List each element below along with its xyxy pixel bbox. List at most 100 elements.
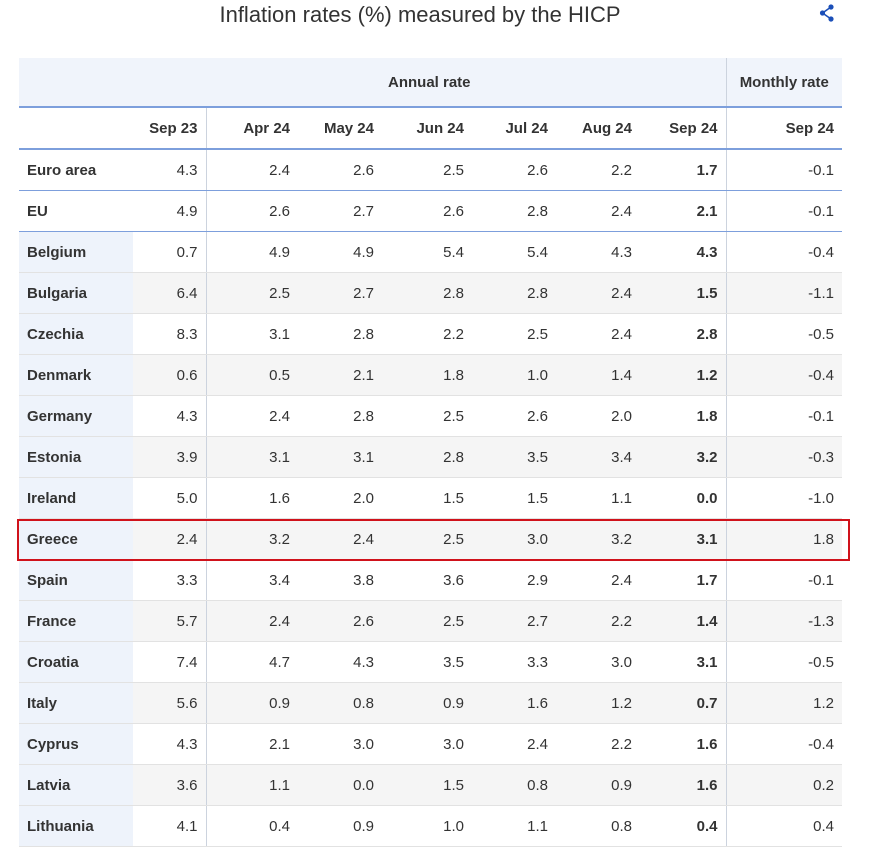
- cell: 1.8: [726, 518, 843, 560]
- cell: 4.9: [133, 190, 207, 232]
- cell: 1.0: [382, 805, 472, 847]
- row-label: France: [19, 600, 133, 642]
- cell: 1.2: [726, 682, 843, 724]
- cell: 1.0: [472, 354, 556, 396]
- cell: 3.8: [298, 559, 382, 601]
- row-label: Euro area: [19, 149, 133, 191]
- cell: 0.4: [640, 805, 727, 847]
- table-row: Denmark 0.6 0.5 2.1 1.8 1.0 1.4 1.2 -0.4: [19, 354, 843, 396]
- cell: 0.7: [640, 682, 727, 724]
- column-header: Aug 24: [556, 107, 640, 150]
- cell: 0.9: [382, 682, 472, 724]
- table-row: Bulgaria 6.4 2.5 2.7 2.8 2.8 2.4 1.5 -1.1: [19, 272, 843, 314]
- cell: 2.4: [556, 272, 640, 314]
- cell: 2.6: [472, 149, 556, 191]
- cell: 2.6: [206, 190, 298, 232]
- cell: 3.1: [206, 436, 298, 478]
- cell: 5.4: [382, 231, 472, 273]
- cell: -0.1: [726, 190, 843, 232]
- cell: 0.2: [726, 764, 843, 806]
- cell: 2.8: [472, 272, 556, 314]
- cell: 3.2: [640, 436, 727, 478]
- row-label: Cyprus: [19, 723, 133, 765]
- cell: 1.6: [640, 764, 727, 806]
- cell: 4.9: [206, 231, 298, 273]
- table-row: Ireland 5.0 1.6 2.0 1.5 1.5 1.1 0.0 -1.0: [19, 477, 843, 519]
- table-row: Czechia 8.3 3.1 2.8 2.2 2.5 2.4 2.8 -0.5: [19, 313, 843, 355]
- cell: 2.4: [556, 559, 640, 601]
- cell: 2.6: [382, 190, 472, 232]
- cell: 2.1: [206, 723, 298, 765]
- column-header-row: Sep 23 Apr 24 May 24 Jun 24 Jul 24 Aug 24 Sep …: [19, 107, 843, 150]
- cell: 2.4: [556, 313, 640, 355]
- cell: 1.1: [556, 477, 640, 519]
- cell: 1.6: [472, 682, 556, 724]
- cell: 2.9: [472, 559, 556, 601]
- cell: 4.7: [206, 641, 298, 683]
- cell: 3.0: [382, 723, 472, 765]
- cell: -0.5: [726, 313, 843, 355]
- row-label: EU: [19, 190, 133, 232]
- row-label: Greece: [19, 518, 133, 560]
- cell: 2.8: [382, 272, 472, 314]
- cell: -0.1: [726, 149, 843, 191]
- table-row: Euro area 4.3 2.4 2.6 2.5 2.6 2.2 1.7 -0.1: [19, 149, 843, 191]
- cell: 3.3: [133, 559, 207, 601]
- cell: 1.5: [640, 272, 727, 314]
- cell: -0.1: [726, 559, 843, 601]
- cell: 1.5: [382, 477, 472, 519]
- cell: 2.6: [298, 149, 382, 191]
- share-icon[interactable]: [819, 4, 835, 22]
- cell: 3.3: [472, 641, 556, 683]
- cell: 3.4: [206, 559, 298, 601]
- cell: 1.7: [640, 149, 727, 191]
- cell: 2.0: [298, 477, 382, 519]
- cell: 1.8: [640, 395, 727, 437]
- cell: 2.2: [556, 600, 640, 642]
- cell: 4.3: [556, 231, 640, 273]
- cell: 2.2: [556, 723, 640, 765]
- cell: 2.5: [206, 272, 298, 314]
- cell: 2.2: [382, 313, 472, 355]
- cell: 3.0: [556, 641, 640, 683]
- cell: 5.4: [472, 231, 556, 273]
- column-header: Sep 24: [640, 107, 727, 150]
- cell: 2.5: [382, 518, 472, 560]
- column-header: May 24: [298, 107, 382, 150]
- cell: 4.3: [298, 641, 382, 683]
- cell: 5.7: [133, 600, 207, 642]
- cell: -0.4: [726, 354, 843, 396]
- row-label: Germany: [19, 395, 133, 437]
- cell: 2.4: [472, 723, 556, 765]
- cell: -0.1: [726, 395, 843, 437]
- cell: 3.2: [556, 518, 640, 560]
- row-label: Denmark: [19, 354, 133, 396]
- cell: 8.3: [133, 313, 207, 355]
- cell: -0.4: [726, 231, 843, 273]
- cell: 1.4: [640, 600, 727, 642]
- cell: 3.0: [298, 723, 382, 765]
- cell: 2.7: [298, 190, 382, 232]
- table-row: Latvia 3.6 1.1 0.0 1.5 0.8 0.9 1.6 0.2: [19, 764, 843, 806]
- cell: 7.4: [133, 641, 207, 683]
- cell: 6.4: [133, 272, 207, 314]
- cell: 0.4: [206, 805, 298, 847]
- row-label: Belgium: [19, 231, 133, 273]
- cell: 0.9: [556, 764, 640, 806]
- cell: 0.7: [133, 231, 207, 273]
- cell: 3.5: [472, 436, 556, 478]
- cell: 1.2: [556, 682, 640, 724]
- cell: 0.0: [640, 477, 727, 519]
- group-header-row: Annual rate Monthly rate: [19, 58, 843, 108]
- cell: 2.7: [472, 600, 556, 642]
- cell: 2.5: [472, 313, 556, 355]
- cell: 2.4: [206, 600, 298, 642]
- table-row: Estonia 3.9 3.1 3.1 2.8 3.5 3.4 3.2 -0.3: [19, 436, 843, 478]
- cell: 0.9: [206, 682, 298, 724]
- cell: 5.6: [133, 682, 207, 724]
- cell: 2.1: [298, 354, 382, 396]
- cell: 3.1: [298, 436, 382, 478]
- cell: 2.8: [298, 395, 382, 437]
- cell: 1.5: [472, 477, 556, 519]
